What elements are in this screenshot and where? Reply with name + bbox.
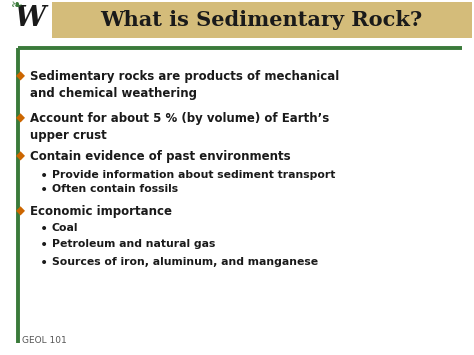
- Text: ❧: ❧: [11, 0, 23, 12]
- Text: Coal: Coal: [52, 223, 79, 233]
- Text: Sources of iron, aluminum, and manganese: Sources of iron, aluminum, and manganese: [52, 257, 318, 267]
- Text: W: W: [14, 5, 46, 32]
- Text: GEOL 101: GEOL 101: [22, 336, 67, 345]
- Text: Sedimentary rocks are products of mechanical
and chemical weathering: Sedimentary rocks are products of mechan…: [30, 70, 339, 99]
- Text: ◆: ◆: [16, 205, 25, 218]
- Bar: [50, 2, 472, 38]
- Text: ◆: ◆: [16, 112, 25, 125]
- Text: Petroleum and natural gas: Petroleum and natural gas: [52, 239, 215, 249]
- Text: •: •: [40, 256, 48, 270]
- Text: Contain evidence of past environments: Contain evidence of past environments: [30, 150, 291, 163]
- Text: Provide information about sediment transport: Provide information about sediment trans…: [52, 170, 336, 180]
- Text: •: •: [40, 183, 48, 197]
- Text: Account for about 5 % (by volume) of Earth’s
upper crust: Account for about 5 % (by volume) of Ear…: [30, 112, 329, 142]
- Bar: [0, 0, 52, 42]
- Text: Often contain fossils: Often contain fossils: [52, 184, 178, 194]
- Text: Economic importance: Economic importance: [30, 205, 172, 218]
- Text: ◆: ◆: [16, 150, 25, 163]
- Text: •: •: [40, 238, 48, 252]
- Text: •: •: [40, 169, 48, 183]
- Text: •: •: [40, 222, 48, 236]
- Text: What is Sedimentary Rock?: What is Sedimentary Rock?: [100, 10, 422, 30]
- Text: ◆: ◆: [16, 70, 25, 83]
